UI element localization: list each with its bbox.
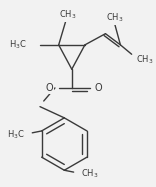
Text: H$_3$C: H$_3$C: [9, 39, 27, 51]
Text: H$_3$C: H$_3$C: [7, 128, 25, 141]
Text: CH$_3$: CH$_3$: [81, 168, 99, 180]
Text: CH$_3$: CH$_3$: [136, 54, 154, 66]
Text: CH$_3$: CH$_3$: [106, 12, 124, 24]
Text: CH$_3$: CH$_3$: [59, 9, 77, 21]
Text: O: O: [45, 83, 53, 93]
Text: O: O: [94, 83, 102, 93]
